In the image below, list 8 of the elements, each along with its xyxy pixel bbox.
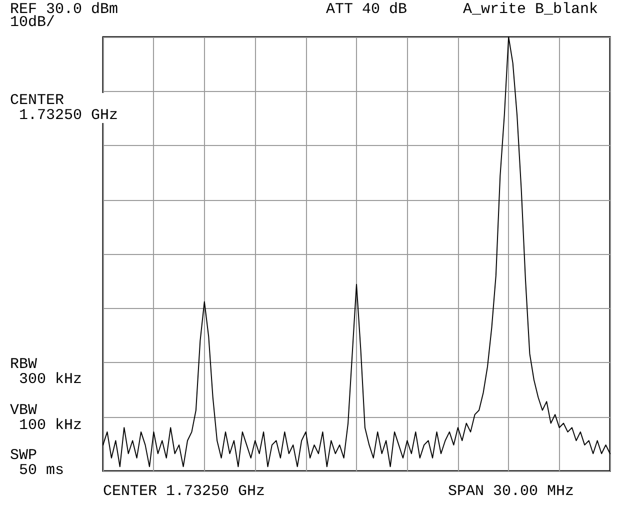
text: ATT 40 dB xyxy=(326,1,408,18)
text: VBW 100 kHz xyxy=(10,402,82,434)
text: CENTER 1.73250 GHz xyxy=(103,483,266,500)
text: SWP 50 ms xyxy=(10,447,64,479)
text: SPAN 30.00 MHz xyxy=(448,483,574,500)
text: RBW 300 kHz xyxy=(10,356,82,388)
text: A_write B_blank xyxy=(463,1,598,18)
annotation: CENTER 1.73250 GHz xyxy=(10,92,118,124)
